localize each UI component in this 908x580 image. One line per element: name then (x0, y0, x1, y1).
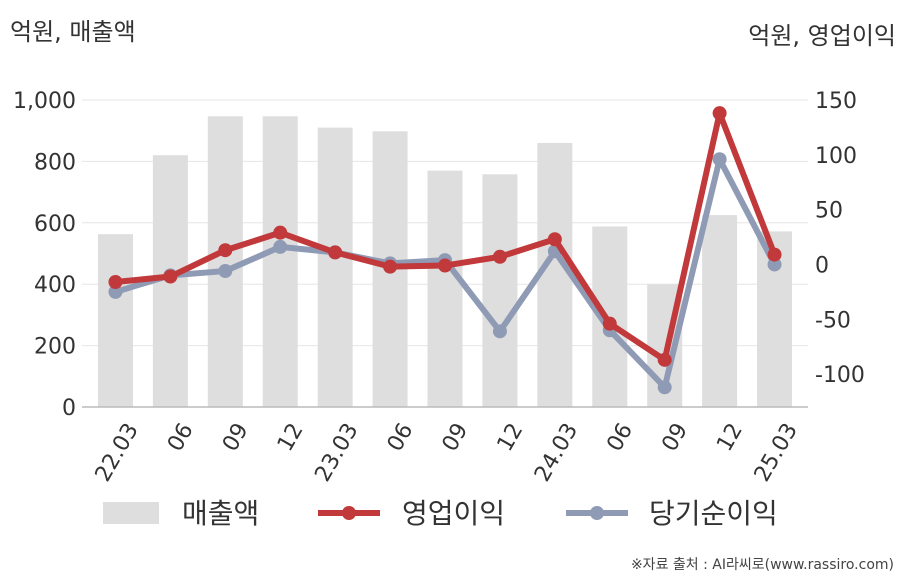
point-영업이익-24.03 (547, 232, 562, 247)
right-tick-label: 100 (815, 144, 857, 169)
left-tick-label: 400 (34, 273, 76, 298)
point-당기순이익-12 (712, 152, 727, 167)
point-당기순이익-09 (218, 264, 233, 279)
x-tick-label: 09 (218, 419, 254, 456)
point-영업이익-06 (383, 259, 398, 274)
point-당기순이익-22.03 (108, 284, 123, 299)
right-tick-label: 0 (815, 253, 829, 278)
legend-swatch-marker (342, 506, 356, 520)
bar-12 (702, 215, 738, 407)
x-tick-label: 12 (493, 419, 529, 456)
point-당기순이익-12 (273, 239, 288, 254)
right-axis-unit-label: 억원, 영업이익 (748, 22, 896, 50)
point-영업이익-09 (218, 243, 233, 258)
line-series (108, 106, 782, 395)
legend-label: 매출액 (182, 497, 259, 530)
bar-23.03 (317, 127, 353, 407)
left-axis-unit-label: 억원, 매출액 (10, 18, 136, 46)
right-tick-label: -50 (815, 308, 851, 333)
legend-swatch-bar (103, 502, 159, 524)
bar-12 (262, 116, 298, 408)
point-영업이익-25.03 (767, 247, 782, 262)
point-영업이익-06 (602, 316, 617, 331)
point-영업이익-23.03 (328, 245, 343, 260)
legend-label: 영업이익 (402, 497, 505, 530)
x-tick-label: 24.03 (530, 419, 583, 486)
bar-series (97, 116, 793, 408)
right-tick-label: 150 (815, 89, 857, 114)
legend-swatch-marker (590, 506, 604, 520)
x-tick-label: 23.03 (310, 419, 363, 486)
left-tick-label: 0 (62, 396, 76, 421)
point-영업이익-12 (712, 106, 727, 121)
point-당기순이익-25.03 (767, 257, 782, 272)
point-영업이익-06 (163, 269, 178, 284)
x-tick-label: 22.03 (91, 419, 144, 486)
x-tick-label: 25.03 (750, 419, 803, 486)
point-당기순이익-12 (492, 324, 507, 339)
point-영업이익-09 (438, 258, 452, 273)
bar-09 (427, 170, 463, 407)
x-tick-label: 12 (273, 419, 309, 456)
left-tick-label: 200 (34, 335, 76, 360)
left-tick-label: 800 (34, 150, 76, 175)
x-tick-label: 09 (657, 419, 693, 456)
point-당기순이익-09 (657, 380, 672, 395)
x-tick-label: 06 (383, 419, 419, 456)
point-영업이익-22.03 (108, 275, 123, 290)
legend: 매출액 영업이익 당기순이익 (103, 497, 778, 530)
bar-09 (207, 116, 243, 408)
x-tick-label: 09 (438, 419, 474, 456)
bar-22.03 (97, 234, 133, 407)
x-tick-label: 12 (712, 419, 748, 456)
left-tick-label: 600 (34, 212, 76, 237)
right-tick-label: -100 (815, 363, 865, 388)
right-tick-label: 50 (815, 199, 843, 224)
bar-12 (482, 174, 518, 407)
left-tick-label: 1,000 (13, 89, 76, 114)
legend-label: 당기순이익 (649, 497, 778, 530)
bar-24.03 (537, 142, 573, 408)
source-note: ※자료 출처 : AI라씨로(www.rassiro.com) (630, 557, 894, 573)
point-영업이익-12 (273, 225, 288, 240)
point-영업이익-12 (492, 249, 507, 264)
point-영업이익-09 (657, 352, 672, 367)
x-tick-label: 06 (602, 419, 638, 456)
x-tick-label: 06 (163, 419, 199, 456)
